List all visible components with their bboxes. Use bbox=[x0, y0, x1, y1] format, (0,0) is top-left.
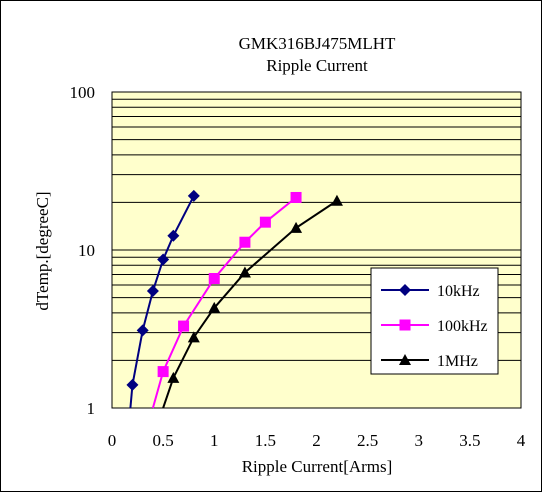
x-tick-label: 1 bbox=[210, 431, 219, 450]
data-point bbox=[259, 216, 271, 228]
legend-item: 1MHz bbox=[381, 353, 478, 370]
legend-box bbox=[370, 267, 499, 375]
y-tick-label: 1 bbox=[87, 399, 96, 418]
x-axis-ticks: 0 0.5 1 1.5 2 2.5 3 3.5 4 bbox=[108, 431, 526, 450]
x-tick-label: 3 bbox=[415, 431, 424, 450]
x-tick-label: 2.5 bbox=[357, 431, 378, 450]
y-tick-label: 100 bbox=[70, 83, 96, 102]
data-point bbox=[187, 331, 200, 343]
data-point bbox=[290, 191, 302, 203]
legend-marker bbox=[399, 354, 411, 365]
legend-label: 1MHz bbox=[437, 353, 478, 370]
y-axis-label: dTemp.[degreeC] bbox=[33, 191, 52, 310]
data-point bbox=[330, 194, 343, 206]
legend-item: 100kHz bbox=[381, 318, 488, 335]
data-point bbox=[208, 273, 220, 285]
x-tick-label: 0 bbox=[108, 431, 117, 450]
series-10kHz bbox=[126, 189, 200, 409]
chart-title: GMK316BJ475MLHT bbox=[239, 34, 396, 53]
data-point bbox=[146, 285, 159, 298]
series-layer bbox=[126, 189, 343, 409]
legend-marker bbox=[399, 284, 411, 296]
legend-label: 10kHz bbox=[437, 283, 480, 300]
x-axis-label: Ripple Current[Arms] bbox=[242, 457, 393, 476]
data-point bbox=[126, 378, 139, 391]
legend: 10kHz 100kHz 1MHz bbox=[370, 267, 499, 375]
series-1MHz bbox=[162, 194, 343, 409]
legend-item: 10kHz bbox=[381, 283, 480, 300]
data-point bbox=[290, 221, 303, 233]
data-point bbox=[238, 266, 251, 278]
data-point bbox=[239, 236, 251, 248]
data-point bbox=[167, 371, 180, 383]
x-tick-label: 0.5 bbox=[153, 431, 174, 450]
data-point bbox=[167, 229, 180, 242]
data-point bbox=[157, 253, 170, 266]
y-tick-label: 10 bbox=[78, 241, 95, 260]
chart-subtitle: Ripple Current bbox=[266, 56, 368, 75]
data-point bbox=[157, 366, 169, 378]
data-point bbox=[178, 320, 190, 332]
x-tick-label: 1.5 bbox=[255, 431, 276, 450]
data-point bbox=[187, 189, 200, 202]
x-tick-label: 2 bbox=[312, 431, 321, 450]
legend-label: 100kHz bbox=[437, 318, 488, 335]
legend-marker bbox=[399, 319, 411, 331]
y-axis-ticks: 1 10 100 bbox=[70, 83, 96, 418]
x-tick-label: 4 bbox=[517, 431, 526, 450]
series-100kHz bbox=[151, 191, 302, 409]
data-point bbox=[136, 324, 149, 337]
data-point bbox=[208, 301, 221, 313]
x-tick-label: 3.5 bbox=[459, 431, 480, 450]
